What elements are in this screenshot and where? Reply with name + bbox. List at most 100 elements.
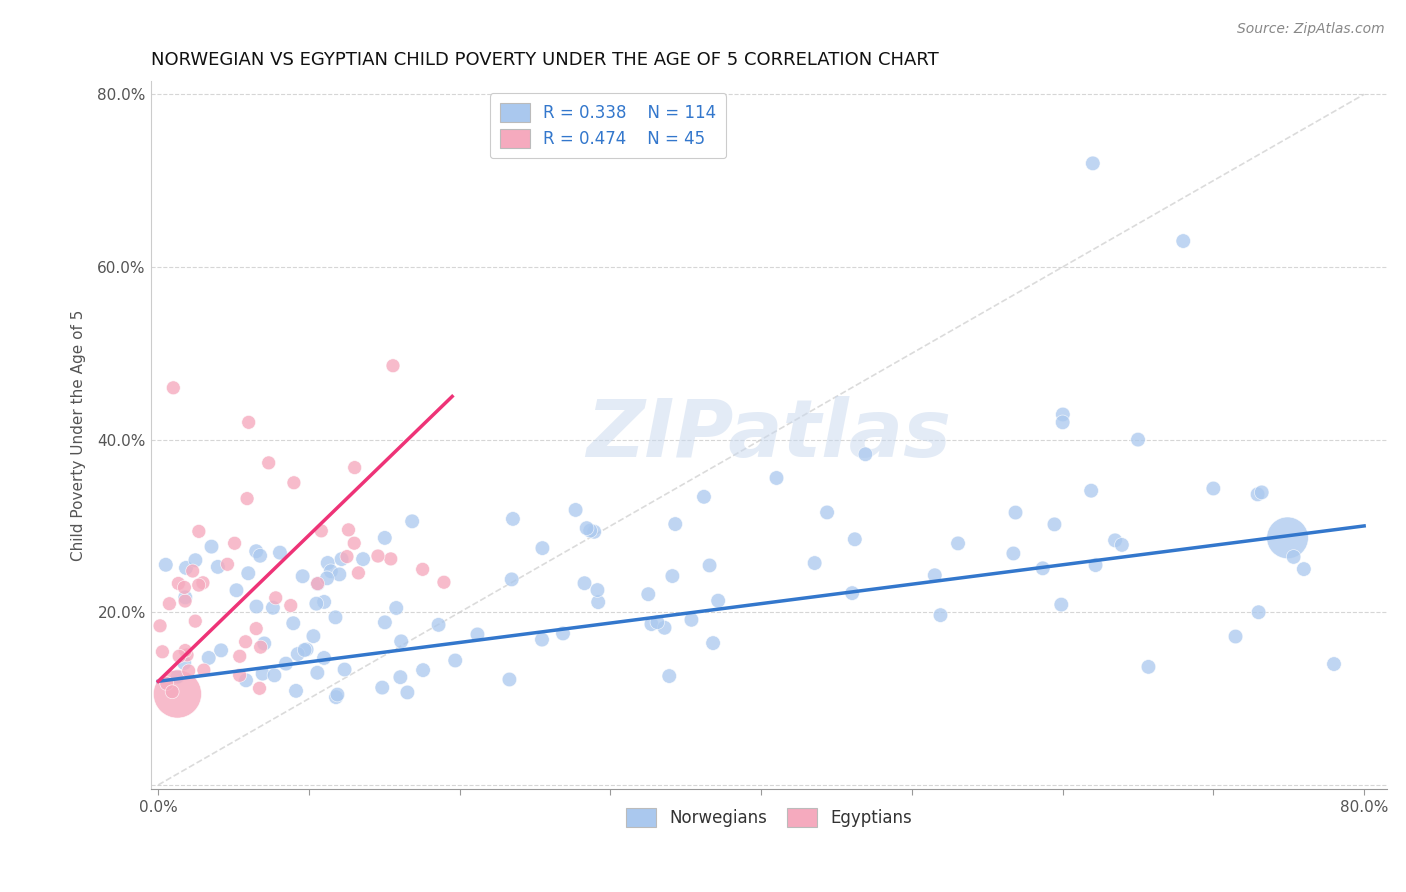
Point bbox=[396, 685, 419, 699]
Point bbox=[207, 560, 229, 574]
Point bbox=[1080, 483, 1102, 498]
Point bbox=[174, 591, 197, 605]
Point bbox=[658, 669, 681, 683]
Text: NORWEGIAN VS EGYPTIAN CHILD POVERTY UNDER THE AGE OF 5 CORRELATION CHART: NORWEGIAN VS EGYPTIAN CHILD POVERTY UNDE… bbox=[150, 51, 938, 69]
Legend: Norwegians, Egyptians: Norwegians, Egyptians bbox=[619, 801, 918, 834]
Point bbox=[307, 665, 329, 680]
Point bbox=[285, 683, 308, 698]
Point bbox=[929, 608, 952, 623]
Point bbox=[343, 460, 366, 475]
Point bbox=[467, 627, 489, 641]
Point bbox=[564, 503, 586, 517]
Point bbox=[312, 651, 335, 665]
Point bbox=[501, 573, 523, 587]
Point bbox=[283, 475, 305, 490]
Point bbox=[264, 591, 287, 605]
Point bbox=[173, 656, 195, 670]
Point bbox=[253, 636, 276, 650]
Point bbox=[1002, 546, 1025, 560]
Point bbox=[245, 622, 267, 636]
Point bbox=[702, 636, 724, 650]
Point bbox=[1004, 506, 1026, 520]
Point bbox=[176, 648, 198, 662]
Point bbox=[325, 610, 347, 624]
Point bbox=[262, 600, 284, 615]
Point bbox=[191, 575, 214, 590]
Point bbox=[343, 536, 366, 550]
Point bbox=[575, 521, 598, 535]
Point bbox=[531, 541, 554, 555]
Point bbox=[162, 381, 184, 395]
Point bbox=[177, 664, 200, 678]
Point bbox=[305, 597, 328, 611]
Point bbox=[803, 556, 825, 570]
Text: Source: ZipAtlas.com: Source: ZipAtlas.com bbox=[1237, 22, 1385, 37]
Point bbox=[152, 645, 174, 659]
Point bbox=[765, 471, 787, 485]
Point bbox=[157, 597, 180, 611]
Point bbox=[1032, 561, 1054, 575]
Point bbox=[287, 647, 309, 661]
Point bbox=[269, 546, 291, 560]
Point bbox=[530, 632, 553, 647]
Point bbox=[187, 578, 209, 592]
Point bbox=[336, 549, 359, 564]
Point bbox=[551, 626, 574, 640]
Point bbox=[1246, 487, 1268, 501]
Point bbox=[311, 524, 333, 538]
Point bbox=[200, 540, 222, 554]
Point bbox=[328, 567, 350, 582]
Point bbox=[586, 595, 609, 609]
Point bbox=[307, 576, 329, 591]
Point bbox=[235, 673, 257, 688]
Point bbox=[502, 512, 524, 526]
Point bbox=[371, 681, 394, 695]
Point bbox=[637, 587, 659, 601]
Point bbox=[280, 599, 302, 613]
Point bbox=[1043, 517, 1066, 532]
Point bbox=[1250, 485, 1272, 500]
Point bbox=[229, 649, 252, 664]
Point bbox=[664, 517, 686, 532]
Point bbox=[325, 690, 347, 705]
Point bbox=[1277, 531, 1299, 545]
Point bbox=[389, 670, 412, 684]
Text: ZIPatlas: ZIPatlas bbox=[586, 396, 952, 475]
Point bbox=[228, 668, 250, 682]
Point bbox=[401, 514, 423, 528]
Point bbox=[385, 601, 408, 615]
Point bbox=[1104, 533, 1126, 548]
Point bbox=[946, 536, 969, 550]
Point bbox=[583, 524, 606, 539]
Point bbox=[699, 558, 721, 573]
Point bbox=[1052, 415, 1074, 429]
Point bbox=[245, 544, 267, 558]
Point bbox=[224, 536, 246, 550]
Point bbox=[1225, 630, 1247, 644]
Point bbox=[1247, 605, 1270, 619]
Point bbox=[574, 576, 596, 591]
Point bbox=[294, 643, 316, 657]
Point bbox=[374, 615, 396, 630]
Point bbox=[1111, 538, 1133, 552]
Point bbox=[844, 533, 866, 547]
Point bbox=[166, 670, 188, 684]
Point bbox=[1052, 408, 1074, 422]
Point bbox=[841, 586, 863, 600]
Point bbox=[1137, 660, 1160, 674]
Point bbox=[412, 663, 434, 677]
Point bbox=[249, 681, 271, 696]
Point bbox=[238, 566, 260, 581]
Point bbox=[236, 491, 259, 506]
Point bbox=[647, 615, 669, 630]
Point bbox=[291, 569, 314, 583]
Point bbox=[238, 415, 260, 429]
Point bbox=[283, 616, 305, 631]
Point bbox=[389, 634, 412, 648]
Point bbox=[319, 564, 342, 578]
Point bbox=[330, 552, 353, 566]
Point bbox=[333, 663, 356, 677]
Point bbox=[337, 523, 360, 537]
Point bbox=[1084, 558, 1107, 573]
Point bbox=[184, 614, 207, 628]
